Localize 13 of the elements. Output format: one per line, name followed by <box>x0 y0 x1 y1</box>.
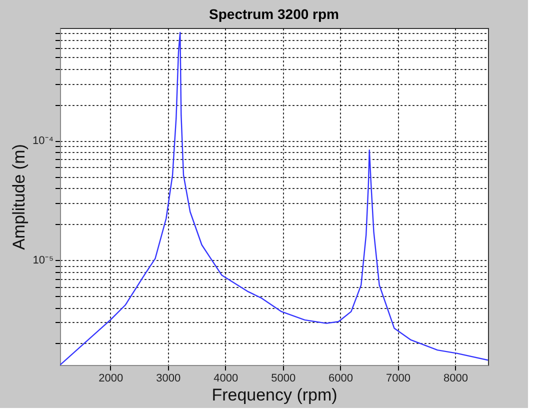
y-axis-title: Amplitude (m) <box>10 144 29 250</box>
x-tick-label: 2000 <box>98 372 124 384</box>
x-tick-label: 3000 <box>156 372 181 384</box>
y-tick-label: 10⁻⁴ <box>32 135 54 148</box>
x-tick-label: 8000 <box>444 372 468 384</box>
line-series <box>60 32 488 365</box>
x-tick-label: 4000 <box>214 372 238 384</box>
x-tick-label: 5000 <box>271 372 296 384</box>
y-tick-label: 10⁻⁵ <box>32 254 54 267</box>
x-tick-label: 7000 <box>386 372 411 384</box>
x-tick-label: 6000 <box>328 372 354 384</box>
chart-title: Spectrum 3200 rpm <box>209 6 339 22</box>
x-axis-title: Frequency (rpm) <box>212 386 338 404</box>
